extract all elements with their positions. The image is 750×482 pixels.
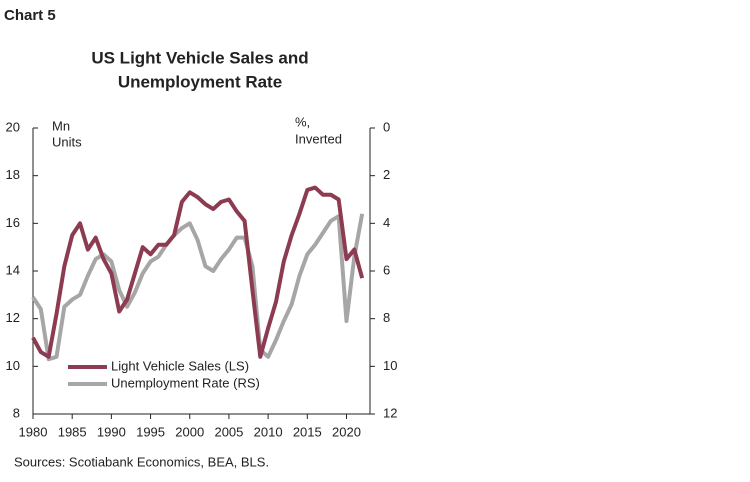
legend-label: Unemployment Rate (RS): [111, 375, 260, 390]
chart-label: Chart 5: [4, 7, 56, 24]
chart-title: US Light Vehicle Sales and: [91, 48, 308, 67]
chart-title: Unemployment Rate: [118, 72, 282, 91]
x-tick-label: 2015: [293, 424, 322, 439]
y-tick-label: 20: [6, 119, 20, 134]
y2-tick-label: 10: [383, 358, 397, 373]
y2-axis-label: %,: [295, 114, 310, 129]
y-tick-label: 16: [6, 215, 20, 230]
x-tick-label: 2000: [175, 424, 204, 439]
x-tick-label: 1990: [97, 424, 126, 439]
x-tick-label: 1995: [136, 424, 165, 439]
series-line: [31, 213, 365, 362]
y2-tick-label: 8: [383, 310, 390, 325]
y2-tick-label: 12: [383, 405, 397, 420]
y-tick-label: 10: [6, 358, 20, 373]
y2-tick-label: 4: [383, 215, 390, 230]
x-tick-label: 1980: [19, 424, 48, 439]
y-tick-label: 18: [6, 167, 20, 182]
y-axis-label: Units: [52, 134, 82, 149]
x-tick-label: 2020: [332, 424, 361, 439]
x-tick-label: 1985: [58, 424, 87, 439]
series-line: [31, 185, 365, 359]
y-tick-label: 12: [6, 310, 20, 325]
x-tick-label: 2005: [214, 424, 243, 439]
y2-tick-label: 2: [383, 167, 390, 182]
legend-label: Light Vehicle Sales (LS): [111, 358, 249, 373]
y-axis-label: Mn: [52, 118, 70, 133]
y-tick-label: 14: [6, 262, 20, 277]
y-tick-label: 8: [13, 405, 20, 420]
y2-axis-label: Inverted: [295, 131, 342, 146]
source: Sources: Scotiabank Economics, BEA, BLS.: [14, 454, 269, 469]
y2-tick-label: 6: [383, 262, 390, 277]
x-tick-label: 2010: [254, 424, 283, 439]
y2-tick-label: 0: [383, 119, 390, 134]
